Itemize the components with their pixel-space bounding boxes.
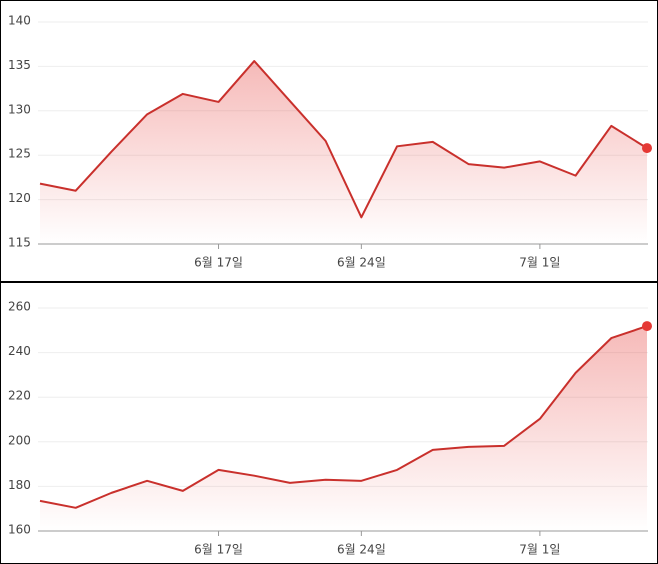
y-tick-label: 135 [8,58,31,72]
x-tick-label: 6월 24일 [337,543,386,557]
area [40,326,647,531]
y-tick-label: 115 [8,236,31,250]
y-tick-label: 140 [8,14,31,28]
end-marker [642,321,652,332]
y-tick-label: 200 [8,433,31,447]
y-tick-label: 180 [8,478,31,492]
area [40,61,647,245]
y-tick-label: 260 [8,300,31,314]
x-tick-label: 6월 24일 [337,256,386,270]
y-tick-label: 130 [8,102,31,116]
line [39,325,648,509]
x-tick-label: 7월 1일 [519,256,560,270]
x-tick-label: 6월 17일 [194,543,243,557]
line [39,60,648,219]
y-tick-label: 125 [8,147,31,161]
x-tick-label: 6월 17일 [194,256,243,270]
end-marker [642,143,652,154]
y-tick-label: 240 [8,344,31,358]
x-tick-label: 7월 1일 [519,543,560,557]
y-tick-label: 220 [8,389,31,403]
y-tick-label: 160 [8,523,31,537]
y-tick-label: 120 [8,191,31,205]
